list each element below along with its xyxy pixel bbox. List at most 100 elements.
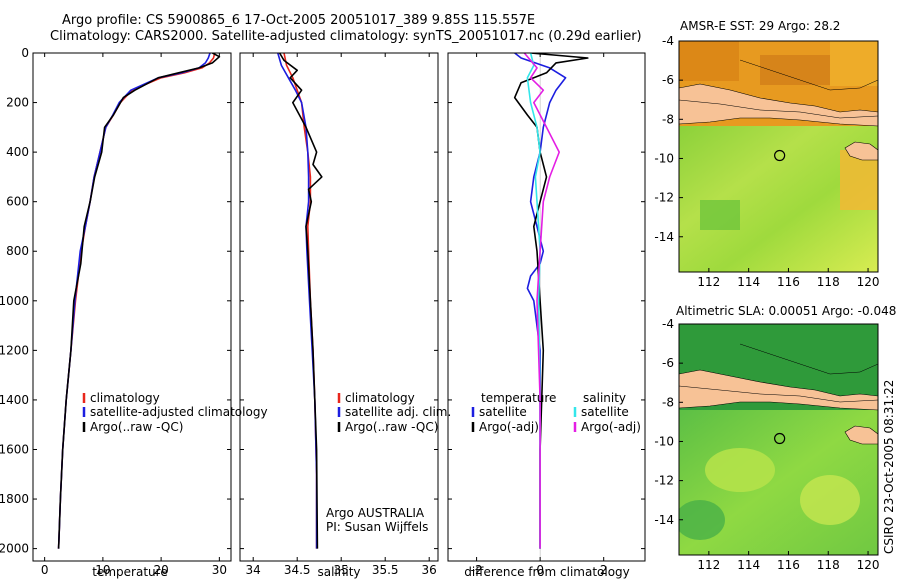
- temperature-xlabel: temperature: [92, 565, 167, 579]
- sla-contour: [679, 385, 878, 403]
- salinity-legend-argo-label: Argo(..raw -QC): [345, 420, 438, 434]
- difference-xlabel: difference from climatology: [464, 565, 630, 579]
- temperature-ytick-label: 1200: [0, 343, 29, 357]
- amsr-map-argo-marker: [774, 149, 786, 162]
- temperature-ytick-label: 400: [6, 145, 29, 159]
- amsr-map-ytick-label: -4: [662, 34, 674, 48]
- difference-series-salinity-satellite: [526, 53, 541, 549]
- amsr-contour: [739, 59, 878, 91]
- difference-xtick-label: 0: [536, 563, 544, 577]
- salinity-series-climatology: [283, 53, 318, 549]
- amsr-map-xtick-label: 118: [817, 275, 840, 289]
- sla-map-title: Altimetric SLA: 0.00051 Argo: -0.048: [676, 304, 896, 318]
- temperature-xtick-label: 30: [212, 563, 227, 577]
- sla-map: Altimetric SLA: 0.00051 Argo: -0.048 112…: [654, 304, 896, 572]
- amsr-map-ytick-label: -8: [662, 112, 674, 126]
- amsr-map-title: AMSR-E SST: 29 Argo: 28.2: [680, 19, 840, 33]
- difference-series-group: [513, 53, 589, 549]
- temperature-ytick-label: 1000: [0, 294, 29, 308]
- temperature-ytick-label: 1800: [0, 492, 29, 506]
- chart-title-line1: Argo profile: CS 5900865_6 17-Oct-2005 2…: [62, 13, 536, 28]
- salinity-panel: 34 34.5 35 35.5 36 salinity: [239, 52, 439, 579]
- difference-xtick-label: -2: [471, 563, 483, 577]
- sla-high-patch: [800, 475, 860, 525]
- temperature-xtick-label: 0: [41, 563, 49, 577]
- sla-land-sumba: [844, 425, 878, 445]
- sla-map-ytick-label: -14: [654, 513, 674, 527]
- sla-map-frame: [678, 323, 879, 556]
- difference-legend-temperature-argo-label: Argo(-adj): [479, 420, 539, 434]
- temperature-ytick-label: 1600: [0, 442, 29, 456]
- amsr-map-ytick-label: -14: [654, 230, 674, 244]
- sla-low-patch: [679, 500, 725, 540]
- difference-legend-salinity-satellite-label: satellite: [581, 405, 629, 419]
- amsr-contour: [679, 99, 878, 119]
- sla-map-ytick-label: -4: [662, 317, 674, 331]
- amsr-map-xtick-label: 114: [737, 275, 760, 289]
- salinity-series-argo-raw-qc-: [278, 53, 323, 549]
- difference-legend-salinity-title: salinity: [583, 391, 626, 405]
- temperature-series-climatology: [57, 53, 216, 549]
- salinity-legend-climatology-label: climatology: [345, 391, 415, 405]
- sla-map-argo-marker: [774, 432, 786, 445]
- sla-map-ytick-label: -6: [662, 356, 674, 370]
- amsr-map-ytick-label: -10: [654, 151, 674, 165]
- amsr-map: AMSR-E SST: 29 Argo: 28.2 112 114 116 118 12…: [654, 19, 879, 289]
- amsr-map-xtick-label: 112: [697, 275, 720, 289]
- salinity-xtick-label: 35.5: [372, 563, 399, 577]
- salinity-axes-frame: [239, 52, 439, 562]
- amsr-warm-patch: [679, 41, 739, 81]
- temperature-axes-frame: [32, 52, 232, 562]
- difference-series-temperature-satellite: [514, 53, 567, 549]
- temperature-ytick-label: 200: [6, 96, 29, 110]
- amsr-map-ytick-label: -6: [662, 73, 674, 87]
- amsr-land-sumba: [844, 141, 878, 161]
- amsr-map-frame: [678, 40, 879, 273]
- salinity-xtick-label: 34.5: [284, 563, 311, 577]
- amsr-cool-patch: [700, 200, 740, 230]
- salinity-annotation-argo-australia: Argo AUSTRALIA: [326, 506, 425, 520]
- sla-map-xtick-label: 118: [817, 558, 840, 572]
- difference-series-temperature-argo-adj-: [513, 53, 589, 549]
- sla-map-ytick-label: -12: [654, 474, 674, 488]
- temperature-legend-argo-label: Argo(..raw -QC): [90, 420, 183, 434]
- temperature-series-group: [57, 53, 221, 549]
- sla-high-patch: [705, 448, 775, 492]
- difference-xtick-label: 2: [600, 563, 608, 577]
- difference-legend: temperature salinitysatelliteArgo(-adj)sa…: [471, 391, 641, 434]
- sla-map-ytick-label: -8: [662, 395, 674, 409]
- difference-series-salinity-argo-adj-: [523, 53, 561, 549]
- sla-map-xtick-label: 120: [857, 558, 880, 572]
- difference-legend-temperature-title: temperature: [481, 391, 556, 405]
- csiro-timestamp-label: CSIRO 23-Oct-2005 08:31:22: [882, 380, 896, 554]
- temperature-xtick-label: 10: [95, 563, 110, 577]
- sla-map-xtick-label: 112: [697, 558, 720, 572]
- sla-map-xtick-label: 114: [737, 558, 760, 572]
- temperature-panel: 0 10 20 30 0 200 400 600 800 1000 1200 1400 1600 1800…: [0, 46, 232, 579]
- difference-axes-frame: [447, 52, 646, 562]
- difference-legend-salinity-argo-label: Argo(-adj): [581, 420, 641, 434]
- amsr-land-java: [679, 83, 878, 127]
- temperature-ytick-label: 2000: [0, 542, 29, 556]
- temperature-ytick-label: 800: [6, 244, 29, 258]
- difference-legend-temperature-satellite-label: satellite: [479, 405, 527, 419]
- amsr-map-ytick-label: -12: [654, 191, 674, 205]
- sla-contour: [739, 343, 878, 375]
- temperature-ytick-label: 600: [6, 195, 29, 209]
- temperature-series-satellite-adjusted-climatology: [57, 53, 211, 549]
- amsr-warm-patch: [760, 55, 830, 85]
- temperature-legend-satellite-adjusted-label: satellite-adjusted climatology: [90, 405, 268, 419]
- temperature-series-argo-raw-qc-: [57, 53, 221, 549]
- salinity-xlabel: salinity: [317, 565, 360, 579]
- sla-map-ytick-label: -10: [654, 434, 674, 448]
- amsr-map-xtick-label: 116: [777, 275, 800, 289]
- amsr-warm-patch: [830, 41, 878, 86]
- sla-map-xtick-label: 116: [777, 558, 800, 572]
- salinity-annotation-pi: PI: Susan Wijffels: [326, 520, 428, 534]
- salinity-series-group: [277, 53, 323, 549]
- temperature-ytick-label: 0: [21, 46, 29, 60]
